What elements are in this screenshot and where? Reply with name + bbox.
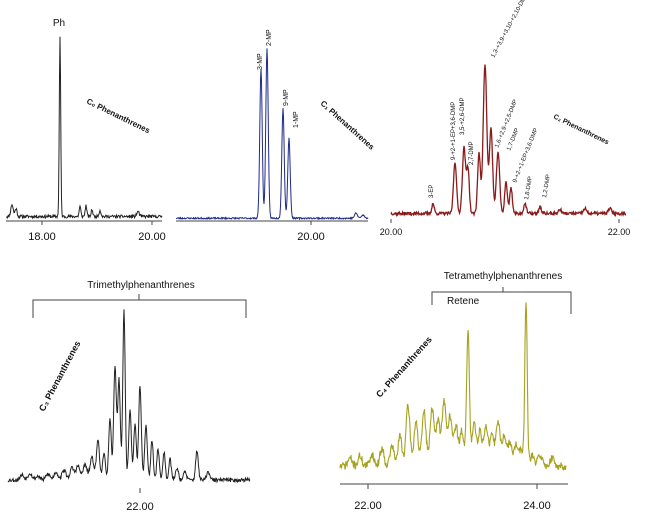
x-tick-label-c0-2: 20.00	[138, 231, 166, 243]
peak-label-35-26-dmp: 3,5-+2,6-DMP	[460, 97, 466, 135]
panel-c2: 20.00 22.00 3-EP 9-+2-+1-EP+3,6-DMP 3,5-…	[380, 0, 631, 237]
x-tick-label-c4-2: 24.00	[523, 500, 551, 512]
trace-c2	[390, 64, 627, 218]
x-tick-label-c2-1: 20.00	[380, 227, 403, 237]
peak-label-13-39-310-210-dmp: 1,3-+3,9-+3,10-+2,10-DMP	[490, 0, 529, 59]
x-tick-label-c0-1: 18.00	[28, 231, 56, 243]
panel-c0: 18.00 20.00 Ph C₀ Phenanthrenes	[5, 18, 166, 243]
x-tick-label-c3-1: 22.00	[126, 501, 154, 513]
bracket-label-trimethyl: Trimethylphenanthrenes	[87, 280, 194, 291]
peak-label-27-dmp: 2,7-DMP	[469, 141, 475, 165]
trace-c4	[339, 302, 567, 471]
trace-c1	[175, 48, 369, 221]
peak-label-2mp: 2-MP	[266, 29, 273, 46]
group-label-c0: C₀ Phenanthrenes	[85, 97, 152, 136]
trace-c0	[5, 36, 163, 220]
peak-label-9mp: 9-MP	[283, 89, 290, 106]
panel-c3: Trimethylphenanthrenes 22.00 C₃ Phenanth…	[7, 280, 251, 513]
peak-label-retene: Retene	[447, 296, 480, 307]
x-tick-label-c1-1: 20.00	[297, 231, 325, 243]
peak-label-3ep: 3-EP	[429, 185, 435, 198]
panel-c4: Tetramethylphenanthrenes Retene 22.00 24…	[339, 271, 572, 512]
bracket-trimethyl	[32, 299, 247, 318]
x-tick-label-c2-2: 22.00	[608, 227, 631, 237]
group-label-c4: C₄ Phenanthrenes	[374, 334, 434, 399]
peak-label-ph: Ph	[53, 18, 65, 29]
peak-label-1mp: 1-MP	[293, 111, 300, 128]
group-label-c1: C₁ Phenanthrenes	[319, 99, 377, 152]
trace-c3	[7, 309, 251, 484]
group-label-c3: C₃ Phenanthrenes	[37, 339, 83, 413]
x-tick-label-c4-1: 22.00	[354, 500, 382, 512]
panel-c1: 20.00 3-MP 2-MP 9-MP 1-MP C₁ Phenanthren…	[175, 29, 377, 243]
peak-label-9-2-1-ep: 9-+2-+1-EP+3,6-DMP	[451, 102, 457, 160]
peak-label-17-dmp: 1,7-DMP	[506, 128, 520, 152]
peak-label-18-dmp: 1,8-DMP	[524, 176, 534, 200]
peak-label-12-dmp: 1,2-DMP	[542, 174, 552, 198]
group-label-c2: C₂ Phenanthrenes	[552, 114, 610, 147]
bracket-tetramethyl	[431, 291, 572, 314]
peak-label-3mp: 3-MP	[257, 53, 264, 70]
bracket-label-tetramethyl: Tetramethylphenanthrenes	[444, 271, 562, 282]
